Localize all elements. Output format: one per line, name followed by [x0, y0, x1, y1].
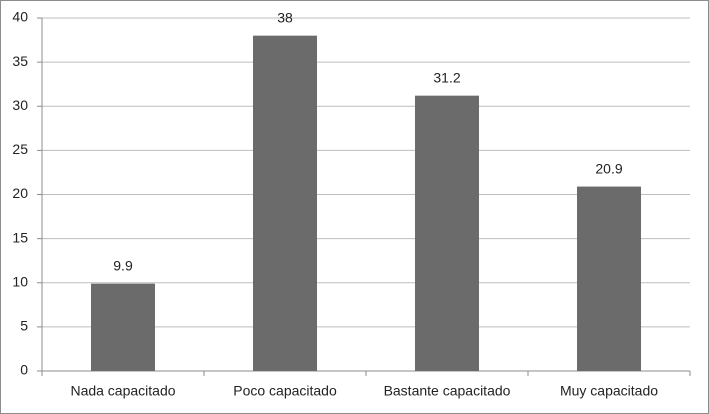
value-label: 38	[277, 9, 293, 25]
y-tick-label: 40	[12, 9, 28, 25]
y-tick-label: 20	[12, 185, 28, 201]
y-tick-label: 25	[12, 141, 28, 157]
bar	[253, 35, 317, 372]
y-tick-label: 30	[12, 97, 28, 113]
y-tick-label: 0	[20, 362, 28, 378]
bar	[91, 283, 155, 371]
value-label: 9.9	[113, 257, 133, 273]
x-tick-label: Nada capacitado	[70, 383, 175, 399]
bar	[415, 95, 479, 371]
value-label: 31.2	[433, 69, 460, 85]
y-tick-label: 35	[12, 53, 28, 69]
x-tick-label: Muy capacitado	[560, 383, 658, 399]
y-tick-label: 10	[12, 273, 28, 289]
x-tick-label: Poco capacitado	[233, 383, 337, 399]
bar	[577, 186, 641, 371]
value-label: 20.9	[595, 160, 622, 176]
y-tick-label: 5	[20, 318, 28, 334]
x-tick-label: Bastante capacitado	[384, 383, 511, 399]
y-tick-label: 15	[12, 229, 28, 245]
